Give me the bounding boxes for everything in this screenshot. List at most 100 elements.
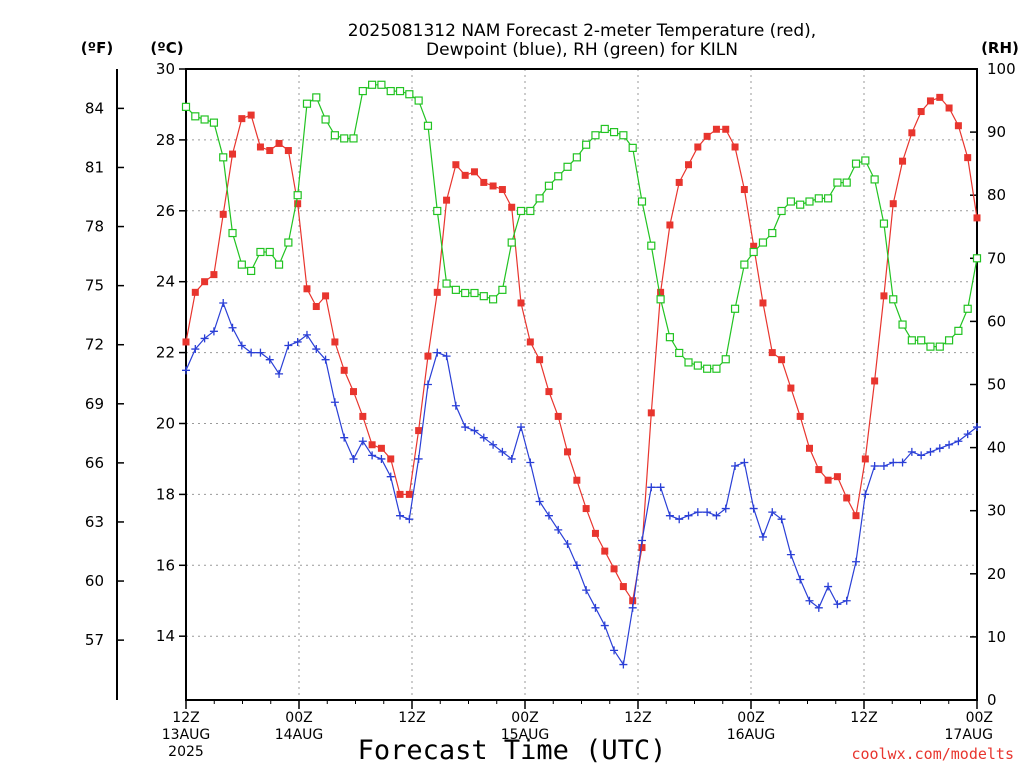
rh-tick-label: 40 xyxy=(987,439,1006,457)
rh-tick-label: 100 xyxy=(987,60,1016,78)
2-meter-temperature-point xyxy=(508,203,516,211)
2-meter-temperature-point xyxy=(396,490,404,498)
celsius-tick-label: 30 xyxy=(156,60,175,78)
dewpoint-point xyxy=(647,483,656,492)
rh-point xyxy=(516,206,526,216)
rh-point xyxy=(963,304,972,313)
rh-point xyxy=(870,175,879,184)
2-meter-temperature-point xyxy=(331,338,339,346)
dewpoint-point xyxy=(414,454,423,463)
fahrenheit-tick-label: 66 xyxy=(85,454,104,472)
fahrenheit-unit-label: (ºF) xyxy=(81,39,113,57)
2-meter-temperature-point xyxy=(712,125,720,133)
x-tick-date-label: 17AUG xyxy=(945,727,994,743)
rh-point xyxy=(302,99,312,108)
2-meter-temperature-point xyxy=(284,147,292,155)
rh-tick-label: 70 xyxy=(987,249,1006,267)
rh-point xyxy=(563,162,572,171)
2-meter-temperature-point xyxy=(815,466,823,474)
rh-unit-label: (RH) xyxy=(981,39,1019,57)
x-tick-year-label: 2025 xyxy=(168,744,204,760)
dewpoint-point xyxy=(740,458,749,467)
2-meter-temperature-point xyxy=(350,388,358,396)
dewpoint-point xyxy=(731,462,740,471)
2-meter-temperature-line xyxy=(185,96,978,603)
dewpoint-point xyxy=(386,472,395,481)
dewpoint-point xyxy=(200,334,209,343)
dewpoint-point xyxy=(349,454,358,463)
2-meter-temperature-point xyxy=(368,441,376,449)
2-meter-temperature-point xyxy=(294,200,302,208)
rh-point xyxy=(693,361,702,370)
dewpoint-point xyxy=(786,550,795,559)
2-meter-temperature-point xyxy=(564,448,572,456)
rh-point xyxy=(414,96,423,105)
rh-point xyxy=(479,292,488,301)
dewpoint-point xyxy=(572,561,581,570)
rh-tick-label: 10 xyxy=(987,628,1006,646)
dewpoint-point xyxy=(461,423,470,432)
rh-point xyxy=(461,288,470,298)
rh-point xyxy=(703,364,712,373)
2-meter-temperature-point xyxy=(405,490,413,498)
2-meter-temperature-point xyxy=(926,97,934,105)
rh-point xyxy=(926,342,935,351)
2-meter-temperature-point xyxy=(443,196,451,204)
rh-point xyxy=(498,285,507,294)
rh-point xyxy=(879,219,889,228)
2-meter-temperature-point xyxy=(256,143,264,151)
x-tick-label: 00Z xyxy=(285,710,312,726)
rh-point xyxy=(200,115,209,124)
2-meter-temperature-point xyxy=(657,288,665,296)
fahrenheit-tick-label: 84 xyxy=(85,99,104,117)
2-meter-temperature-point xyxy=(768,349,776,357)
dewpoint-point xyxy=(256,348,265,357)
2-meter-temperature-point xyxy=(954,122,962,130)
axes xyxy=(116,68,978,709)
2-meter-temperature-point xyxy=(247,111,255,119)
2-meter-temperature-point xyxy=(340,366,348,374)
dewpoint-point xyxy=(665,511,674,520)
2-meter-temperature-point xyxy=(694,143,702,151)
2-meter-temperature-point xyxy=(191,288,199,296)
dewpoint-point xyxy=(842,596,851,605)
rh-point xyxy=(265,247,274,257)
2-meter-temperature-point xyxy=(899,157,907,165)
rh-line xyxy=(185,84,978,370)
dewpoint-point xyxy=(433,348,442,357)
dewpoint-point xyxy=(945,440,954,449)
rh-point xyxy=(349,134,358,143)
dewpoint-point xyxy=(824,582,833,591)
rh-point xyxy=(284,238,293,247)
dewpoint-point xyxy=(247,348,256,357)
2-meter-temperature-point xyxy=(573,476,581,484)
fahrenheit-tick-label: 69 xyxy=(85,395,104,413)
dewpoint-point xyxy=(963,430,972,439)
dewpoint-point xyxy=(321,355,330,364)
2-meter-temperature-point xyxy=(796,412,804,420)
rh-point xyxy=(256,247,265,257)
2-meter-temperature-point xyxy=(787,384,795,392)
rh-point xyxy=(423,121,433,130)
dewpoint-point xyxy=(470,426,479,435)
rh-point xyxy=(330,131,339,140)
dewpoint-point xyxy=(265,355,274,364)
2-meter-temperature-point xyxy=(889,200,897,208)
dewpoint-point xyxy=(228,323,237,332)
2-meter-temperature-point xyxy=(833,473,841,481)
rh-point xyxy=(656,295,665,304)
dewpoint-point xyxy=(191,345,200,354)
dewpoint-point xyxy=(796,575,805,584)
2-meter-temperature-point xyxy=(387,455,395,463)
rh-point xyxy=(572,153,581,162)
rh-point xyxy=(768,228,777,238)
dewpoint-point xyxy=(852,557,861,566)
rh-point xyxy=(712,364,721,373)
rh-point xyxy=(647,241,656,250)
2-meter-temperature-series xyxy=(182,93,981,605)
2-meter-temperature-point xyxy=(722,125,730,133)
dewpoint-point xyxy=(377,454,386,463)
dewpoint-point xyxy=(879,462,888,471)
rh-point xyxy=(247,266,256,276)
2-meter-temperature-point xyxy=(266,147,274,155)
